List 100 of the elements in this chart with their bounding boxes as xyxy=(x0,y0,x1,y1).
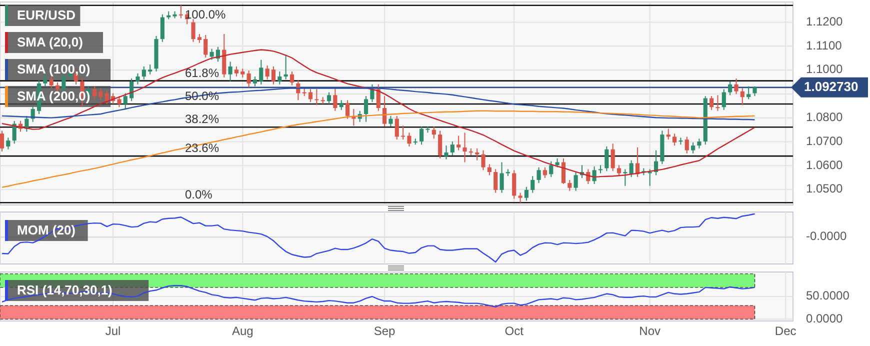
candlestick xyxy=(382,96,387,128)
candlestick xyxy=(290,71,294,86)
y-tick-label: 1.1000 xyxy=(806,62,844,76)
y-tick-label: 1.0500 xyxy=(806,182,844,196)
candlestick xyxy=(326,92,332,104)
legend-label: SMA (100,0) xyxy=(17,61,90,76)
candlestick xyxy=(691,142,696,154)
candlestick xyxy=(394,115,399,140)
candlestick xyxy=(259,59,264,85)
candlestick xyxy=(549,160,554,178)
candlestick xyxy=(6,137,10,150)
candlestick xyxy=(265,65,270,80)
candlestick xyxy=(722,88,726,110)
candlestick xyxy=(420,126,424,146)
candlestick xyxy=(117,96,122,108)
candlestick xyxy=(450,140,454,156)
candlestick xyxy=(191,18,196,42)
candlestick xyxy=(271,66,276,85)
candlestick xyxy=(500,162,504,194)
candlestick xyxy=(0,130,4,152)
chart-title: EUR/USD xyxy=(17,7,76,22)
annotation: 38.2% xyxy=(185,112,220,126)
y-tick-label: 50.0000 xyxy=(806,288,850,303)
annotation: 61.8% xyxy=(185,66,220,80)
y-tick-label: 1.0600 xyxy=(806,158,844,172)
candlestick xyxy=(246,70,251,88)
y-tick-label: 1.0800 xyxy=(806,110,844,124)
x-tick-label: Oct xyxy=(504,324,524,338)
y-tick-label: 0.0000 xyxy=(806,311,844,326)
candlestick xyxy=(234,66,238,78)
candlestick xyxy=(487,164,492,176)
candlestick xyxy=(339,100,344,110)
ref-line-label: 1.092730 xyxy=(804,78,858,94)
candlestick xyxy=(616,164,622,177)
candlestick xyxy=(494,168,498,194)
candlestick xyxy=(123,92,128,110)
candlestick xyxy=(178,4,183,19)
candlestick xyxy=(740,88,744,106)
candlestick xyxy=(746,86,751,100)
candlestick xyxy=(401,125,406,140)
candlestick xyxy=(376,84,380,112)
candlestick xyxy=(98,88,103,101)
candlestick xyxy=(524,186,528,202)
candlestick xyxy=(604,146,609,172)
candlestick xyxy=(210,48,214,60)
candlestick xyxy=(160,14,164,42)
x-tick-label: Dec xyxy=(774,324,796,338)
x-tick-label: Jul xyxy=(105,324,121,338)
annotation: 23.6% xyxy=(185,141,220,156)
y-tick-label: 1.1100 xyxy=(806,38,842,52)
candlestick xyxy=(561,158,566,184)
candlestick xyxy=(734,78,738,95)
candlestick xyxy=(43,72,48,87)
candlestick xyxy=(314,88,319,106)
candlestick xyxy=(610,143,615,172)
candlestick xyxy=(284,54,288,80)
candlestick xyxy=(204,34,208,58)
candlestick xyxy=(536,166,541,184)
candlestick xyxy=(728,80,732,96)
candlestick xyxy=(345,100,350,120)
candlestick xyxy=(672,133,677,146)
x-tick-label: Aug xyxy=(232,324,254,338)
y-tick-label: 1.1200 xyxy=(806,14,844,28)
candlestick xyxy=(684,136,689,154)
candlestick xyxy=(308,88,313,103)
candlestick xyxy=(512,170,516,200)
candlestick xyxy=(438,130,442,159)
candlestick xyxy=(136,72,140,85)
candlestick xyxy=(574,172,578,192)
candlestick xyxy=(530,176,535,194)
annotation: 100.0% xyxy=(185,7,226,22)
candlestick xyxy=(542,166,548,179)
candlestick xyxy=(228,61,232,82)
candlestick xyxy=(142,66,146,80)
candlestick xyxy=(333,88,338,112)
candlestick xyxy=(481,150,486,171)
x-tick-label: Sep xyxy=(374,324,396,338)
x-tick-label: Nov xyxy=(639,324,661,338)
candlestick xyxy=(444,145,448,160)
candlestick xyxy=(475,148,480,161)
candlestick xyxy=(12,120,16,144)
candlestick xyxy=(697,138,702,149)
candlestick xyxy=(752,86,757,97)
candlestick xyxy=(629,160,634,178)
candlestick xyxy=(148,64,152,75)
candlestick xyxy=(92,86,97,100)
candlestick xyxy=(518,192,522,204)
candlestick xyxy=(462,132,467,163)
candlestick xyxy=(49,76,54,89)
candlestick xyxy=(432,126,436,140)
y-tick-label: 1.0700 xyxy=(806,134,844,148)
candlestick xyxy=(278,71,282,85)
legend-label: SMA (20,0) xyxy=(17,34,83,50)
candlestick xyxy=(716,94,720,112)
candlestick xyxy=(666,128,670,140)
candlestick xyxy=(104,90,109,104)
candlestick xyxy=(388,115,393,128)
annotation: 0.0% xyxy=(185,188,213,202)
candlestick xyxy=(407,132,412,147)
candlestick xyxy=(710,96,714,110)
